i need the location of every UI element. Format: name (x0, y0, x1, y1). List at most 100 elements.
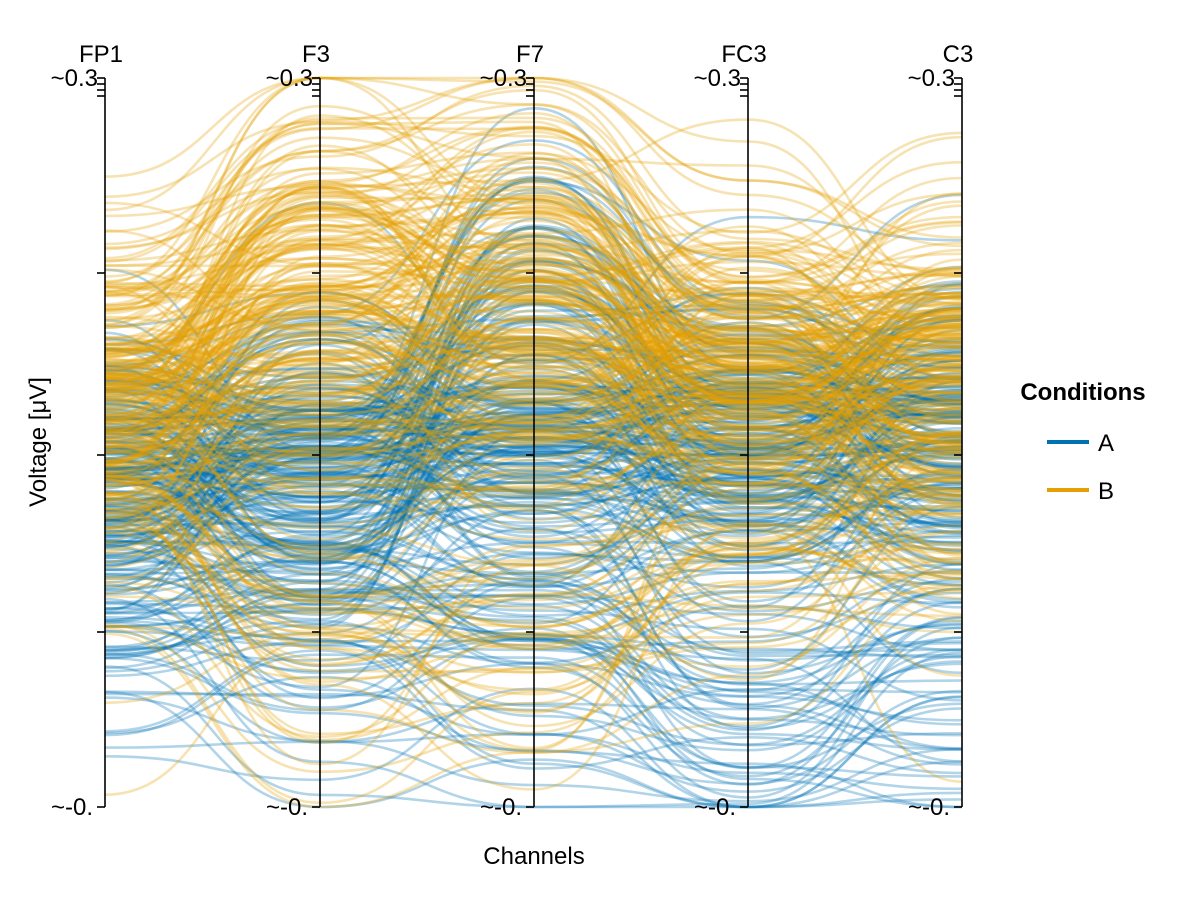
trace-line-A (104, 529, 963, 609)
trace-line-B (104, 530, 963, 680)
trace-line-A (104, 227, 963, 560)
trace-line-A (104, 198, 963, 563)
trace-line-B (104, 122, 963, 312)
channel-label-FP1: FP1 (79, 41, 123, 68)
trace-line-A (104, 235, 963, 472)
trace-line-A (104, 302, 963, 557)
trace-line-B (104, 144, 963, 399)
trace-line-B (104, 211, 963, 461)
trace-line-B (104, 76, 963, 299)
trace-line-B (104, 76, 963, 349)
trace-line-B (104, 286, 963, 436)
trace-line-A (104, 286, 963, 412)
trace-line-A (104, 275, 963, 504)
trace-line-A (104, 602, 963, 770)
trace-line-B (104, 204, 963, 411)
trace-line-B (104, 186, 963, 305)
trace-line-B (104, 357, 963, 481)
trace-line-A (104, 603, 963, 747)
trace-line-B (104, 285, 963, 408)
trace-line-A (104, 242, 963, 565)
trace-line-A (104, 517, 963, 679)
trace-line-B (104, 185, 963, 423)
trace-line-B (104, 332, 963, 564)
trace-line-B (104, 208, 963, 339)
trace-line-A (104, 386, 963, 511)
trace-line-A (104, 337, 963, 546)
trace-line-A (104, 467, 963, 599)
trace-line-A (104, 541, 963, 640)
trace-line-A (104, 299, 963, 512)
trace-line-A (104, 335, 963, 457)
trace-line-B (104, 275, 963, 403)
trace-line-A (104, 337, 963, 446)
trace-line-B (104, 321, 963, 541)
y-axis-title: Voltage [μV] (25, 377, 52, 507)
trace-line-A (104, 589, 963, 732)
trace-line-B (104, 207, 963, 380)
trace-line-B (104, 183, 963, 463)
trace-line-A (104, 247, 963, 566)
trace-line-A (104, 289, 963, 522)
trace-line-A (104, 414, 963, 571)
trace-line-A (104, 372, 963, 609)
trace-line-B (104, 326, 963, 465)
trace-line-B (104, 476, 963, 766)
trace-line-B (104, 339, 963, 565)
trace-line-A (104, 562, 963, 728)
trace-line-A (104, 649, 963, 775)
trace-line-B (104, 120, 963, 411)
trace-line-A (104, 269, 963, 622)
trace-line-B (104, 225, 963, 444)
trace-line-A (104, 217, 963, 615)
trace-line-B (104, 280, 963, 485)
trace-line-A (104, 331, 963, 575)
trace-line-A (104, 505, 963, 671)
tick-label-bottom: ~-0. (51, 794, 93, 821)
trace-line-A (104, 227, 963, 451)
trace-line-B (104, 181, 963, 422)
trace-line-B (104, 177, 963, 462)
trace-line-A (104, 370, 963, 590)
trace-line-B (104, 288, 963, 407)
trace-line-B (104, 354, 963, 503)
trace-line-B (104, 295, 963, 420)
trace-line-B (104, 304, 963, 511)
trace-line-A (104, 282, 963, 458)
trace-line-B (104, 246, 963, 482)
trace-line-A (104, 477, 963, 580)
trace-line-A (104, 371, 963, 512)
trace-line-A (104, 323, 963, 443)
trace-line-A (104, 175, 963, 558)
trace-line-A (104, 292, 963, 656)
trace-line-A (104, 338, 963, 456)
trace-line-B (104, 472, 963, 712)
trace-line-B (104, 206, 963, 464)
trace-line-A (104, 413, 963, 603)
trace-line-A (104, 315, 963, 538)
trace-line-B (104, 207, 963, 543)
trace-line-B (104, 223, 963, 373)
trace-line-B (104, 341, 963, 502)
trace-line-B (104, 590, 963, 805)
tick-label-bottom: ~-0. (694, 794, 736, 821)
trace-line-A (104, 446, 963, 550)
channel-label-FC3: FC3 (721, 41, 766, 68)
trace-line-A (104, 364, 963, 557)
trace-line-B (104, 255, 963, 434)
trace-line-B (104, 118, 963, 301)
trace-line-A (104, 443, 963, 560)
tick-label-top: ~0.3 (266, 65, 313, 92)
trace-line-B (104, 428, 963, 752)
trace-line-B (104, 208, 963, 375)
trace-line-A (104, 508, 963, 751)
trace-line-A (104, 402, 963, 607)
trace-line-A (104, 378, 963, 492)
trace-line-B (104, 329, 963, 485)
trace-line-B (104, 446, 963, 745)
trace-line-B (104, 478, 963, 742)
trace-line-A (104, 504, 963, 710)
trace-line-A (104, 283, 963, 535)
trace-line-B (104, 188, 963, 426)
trace-line-A (104, 107, 963, 437)
